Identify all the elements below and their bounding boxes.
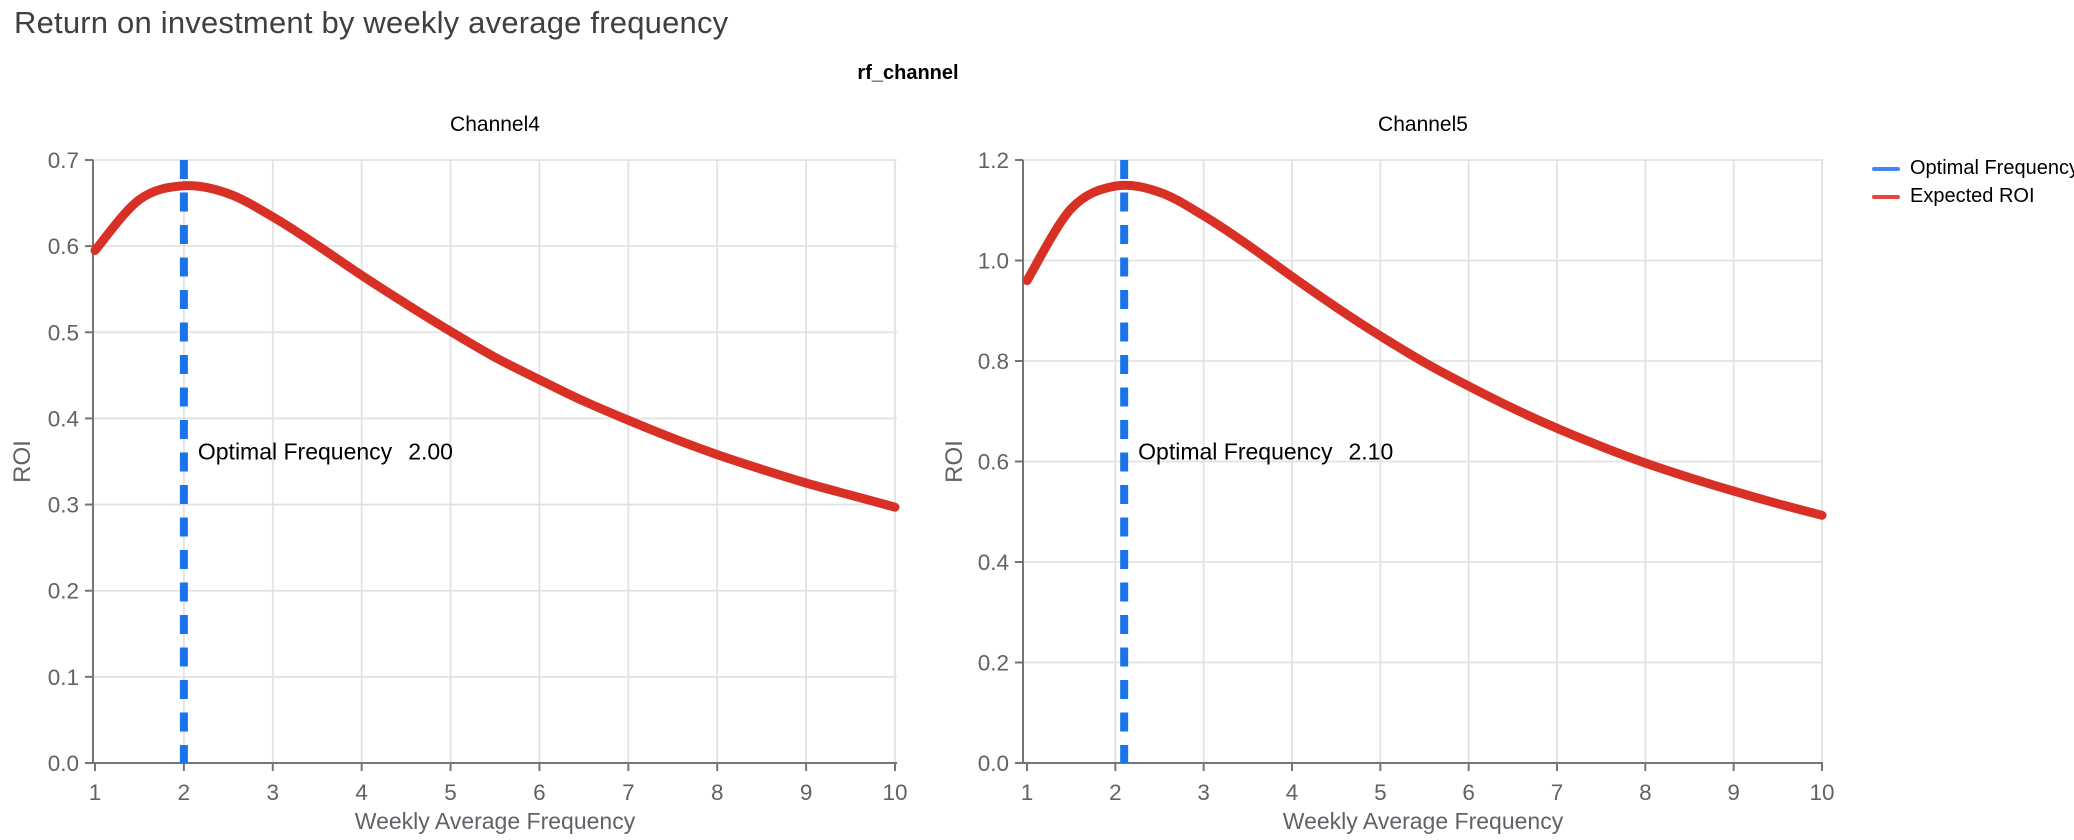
y-tick-label: 0.5	[48, 320, 79, 345]
facet-field-title: rf_channel	[857, 62, 959, 84]
optimal-frequency-annotation: Optimal Frequency 2.00	[198, 439, 453, 465]
optimal-frequency-annotation: Optimal Frequency 2.10	[1138, 439, 1393, 465]
x-tick-label: 10	[1809, 780, 1834, 805]
x-tick-label: 1	[89, 780, 102, 805]
x-tick-label: 8	[711, 780, 724, 805]
x-axis-title: Weekly Average Frequency	[355, 808, 636, 834]
chart-channel5: Channel5 0.0 0.2 0.4 0.6 0.8 1.0 1.2 1 2 3 4 5 6 7 8 9 10…	[941, 113, 1835, 834]
y-tick-label: 0.6	[48, 234, 79, 259]
x-tick-label: 7	[1551, 780, 1564, 805]
x-tick-label: 8	[1639, 780, 1652, 805]
expected-roi-curve	[90, 181, 900, 512]
x-axis-title: Weekly Average Frequency	[1283, 808, 1564, 834]
y-tick-label: 0.8	[978, 349, 1009, 374]
optimal-frequency-line-swatch	[1872, 166, 1900, 171]
facet-title: Channel4	[450, 113, 540, 136]
x-tick-label: 6	[533, 780, 546, 805]
facet-title: Channel5	[1378, 113, 1468, 136]
x-tick-label: 10	[882, 780, 907, 805]
page-title: Return on investment by weekly average f…	[14, 5, 729, 40]
x-tick-label: 2	[1109, 780, 1122, 805]
x-tick-label: 3	[1197, 780, 1210, 805]
y-axis-title: ROI	[941, 440, 968, 483]
y-axis-title: ROI	[9, 440, 36, 483]
legend-label: Optimal Frequency	[1910, 157, 2074, 179]
legend: Optimal Frequency Expected ROI	[1872, 157, 2074, 207]
x-tick-label: 1	[1021, 780, 1034, 805]
y-tick-label: 0.1	[48, 665, 79, 690]
y-tick-label: 0.7	[48, 148, 79, 173]
x-tick-label: 5	[444, 780, 457, 805]
x-tick-label: 7	[622, 780, 635, 805]
x-tick-label: 9	[1727, 780, 1740, 805]
y-tick-label: 0.2	[48, 579, 79, 604]
chart-channel4: Channel4 0.0 0.1 0.2 0.3 0.4 0.5 0.6 0.7 1 2 3 4 5 6 7 8…	[9, 113, 908, 834]
y-tick-label: 0.0	[978, 751, 1009, 776]
y-tick-label: 0.0	[48, 751, 79, 776]
y-tick-label: 0.2	[978, 651, 1009, 676]
x-tick-label: 3	[267, 780, 280, 805]
y-tick-label: 0.4	[48, 406, 79, 431]
y-tick-label: 1.2	[978, 148, 1009, 173]
legend-item-expected-roi: Expected ROI	[1872, 185, 2074, 207]
legend-label: Expected ROI	[1910, 185, 2035, 207]
expected-roi-line-swatch	[1872, 194, 1900, 199]
y-tick-label: 0.4	[978, 550, 1009, 575]
x-tick-label: 6	[1462, 780, 1475, 805]
x-tick-label: 9	[800, 780, 813, 805]
y-tick-label: 1.0	[978, 249, 1009, 274]
x-tick-label: 2	[178, 780, 191, 805]
expected-roi-curve	[1022, 180, 1827, 520]
legend-item-optimal-frequency: Optimal Frequency	[1872, 157, 2074, 179]
x-tick-label: 5	[1374, 780, 1387, 805]
x-tick-label: 4	[355, 780, 368, 805]
y-tick-label: 0.6	[978, 450, 1009, 475]
y-tick-label: 0.3	[48, 493, 79, 518]
x-tick-label: 4	[1286, 780, 1299, 805]
